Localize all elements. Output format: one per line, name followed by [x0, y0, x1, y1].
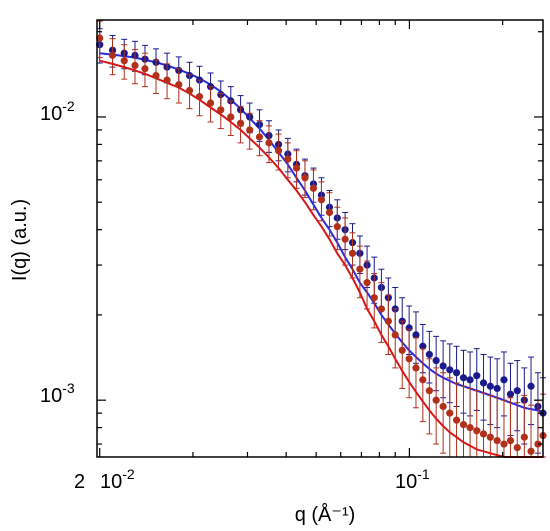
- data-point: [284, 155, 292, 163]
- data-point: [217, 106, 225, 114]
- y-tick-label-1e-2: 10-2: [40, 98, 75, 125]
- data-point: [398, 346, 406, 354]
- data-point: [108, 51, 117, 59]
- x-tick-label-1e-2: 10-2: [100, 466, 135, 493]
- data-point: [227, 113, 235, 121]
- data-point: [425, 387, 433, 395]
- data-point: [432, 396, 440, 404]
- data-point: [446, 366, 454, 374]
- series-1: [96, 20, 547, 458]
- data-point: [452, 416, 461, 424]
- data-point: [459, 374, 468, 382]
- y-axis-title: I(q) (a.u.): [9, 199, 31, 281]
- data-point: [341, 235, 349, 243]
- data-point: [391, 331, 399, 339]
- data-point: [377, 305, 385, 313]
- data-point: [384, 317, 392, 325]
- tick-layer: [97, 20, 543, 457]
- data-point: [432, 356, 440, 365]
- data-point: [363, 279, 371, 287]
- data-point: [96, 34, 104, 42]
- data-point: [131, 61, 139, 70]
- data-point: [333, 223, 341, 231]
- data-point: [255, 133, 264, 141]
- y-tick-label-1e-3: 10-3: [40, 380, 75, 407]
- data-point: [206, 99, 215, 107]
- data-point: [317, 196, 326, 204]
- data-point: [292, 164, 301, 172]
- data-point: [493, 384, 501, 393]
- data-point: [405, 355, 413, 363]
- data-point: [493, 436, 501, 445]
- data-point: [274, 147, 283, 155]
- data-point: [473, 427, 481, 435]
- data-point: [527, 447, 535, 455]
- data-point: [446, 409, 454, 417]
- data-point: [356, 265, 364, 273]
- data-point: [325, 208, 334, 217]
- data-point: [425, 350, 433, 359]
- data-point: [452, 369, 461, 377]
- data-point: [175, 81, 183, 89]
- data-point: [513, 387, 521, 395]
- data-point: [486, 433, 494, 441]
- data-point: [439, 362, 447, 370]
- data-point: [412, 364, 420, 372]
- data-point: [348, 249, 357, 257]
- data-point: [419, 342, 427, 350]
- data-point: [419, 376, 427, 384]
- data-point: [500, 376, 508, 384]
- data-point: [370, 294, 378, 302]
- data-point: [412, 331, 420, 339]
- data-point: [301, 174, 309, 182]
- data-point: [459, 420, 468, 429]
- data-point: [309, 184, 318, 192]
- data-point: [479, 430, 488, 438]
- data-point: [236, 119, 245, 127]
- data-point: [195, 93, 204, 101]
- x-axis-title: q (Å⁻¹): [295, 503, 356, 526]
- data-point: [466, 424, 474, 432]
- data-point: [486, 382, 494, 390]
- data-point: [265, 139, 273, 147]
- data-point: [246, 126, 254, 134]
- data-point: [466, 376, 474, 384]
- series-layer: [96, 20, 547, 458]
- data-point: [506, 390, 515, 398]
- data-point: [152, 71, 160, 80]
- data-point: [506, 436, 515, 445]
- data-point: [534, 440, 542, 448]
- x-tick-label-1e-1: 10-1: [395, 466, 430, 493]
- data-point: [439, 402, 447, 411]
- data-point: [479, 379, 488, 387]
- data-point: [527, 382, 535, 390]
- data-point: [120, 57, 128, 65]
- data-point: [513, 444, 521, 452]
- x-extra-label: 2: [74, 471, 85, 493]
- data-point: [163, 76, 171, 84]
- data-point: [141, 65, 149, 73]
- data-point: [185, 86, 194, 95]
- data-point: [500, 440, 508, 448]
- data-point: [473, 372, 481, 380]
- data-point: [520, 433, 528, 441]
- plot-frame: [96, 19, 544, 458]
